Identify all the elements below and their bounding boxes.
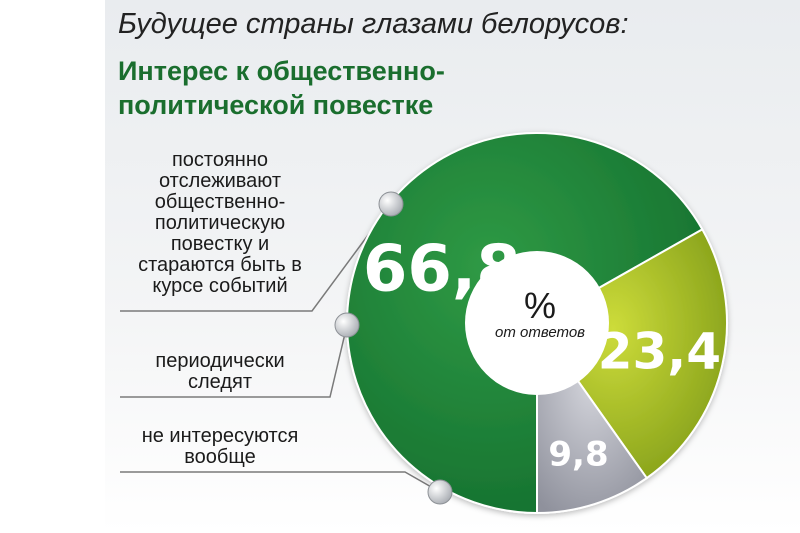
value-label-not-interested: 9,8 — [548, 435, 608, 475]
value-label-periodically: 23,4 — [598, 322, 721, 380]
marker-dot-constantly — [378, 191, 404, 217]
value-label-constantly: 66,8 — [363, 233, 521, 307]
center-note: от ответов — [495, 324, 585, 341]
pie-slice-periodically — [535, 228, 728, 480]
chart-subtitle: Интерес к общественно-политической повес… — [118, 56, 445, 120]
leader-line-not-interested — [120, 471, 441, 493]
marker-dot-periodically — [334, 312, 360, 338]
leader-line-periodically — [120, 324, 348, 398]
center-hole — [465, 251, 609, 395]
chart-title: Будущее страны глазами белорусов: — [118, 8, 629, 40]
center-unit: % — [524, 285, 556, 326]
leader-line-constantly — [120, 203, 392, 312]
legend-label-periodically: периодически следят — [155, 350, 285, 393]
legend-label-constantly: постоянно отслеживают общественно-полити… — [138, 149, 302, 297]
leader-lines — [120, 203, 441, 493]
legend-label-not-interested: не интересуются вообще — [141, 425, 299, 468]
marker-dot-not-interested — [427, 479, 453, 505]
